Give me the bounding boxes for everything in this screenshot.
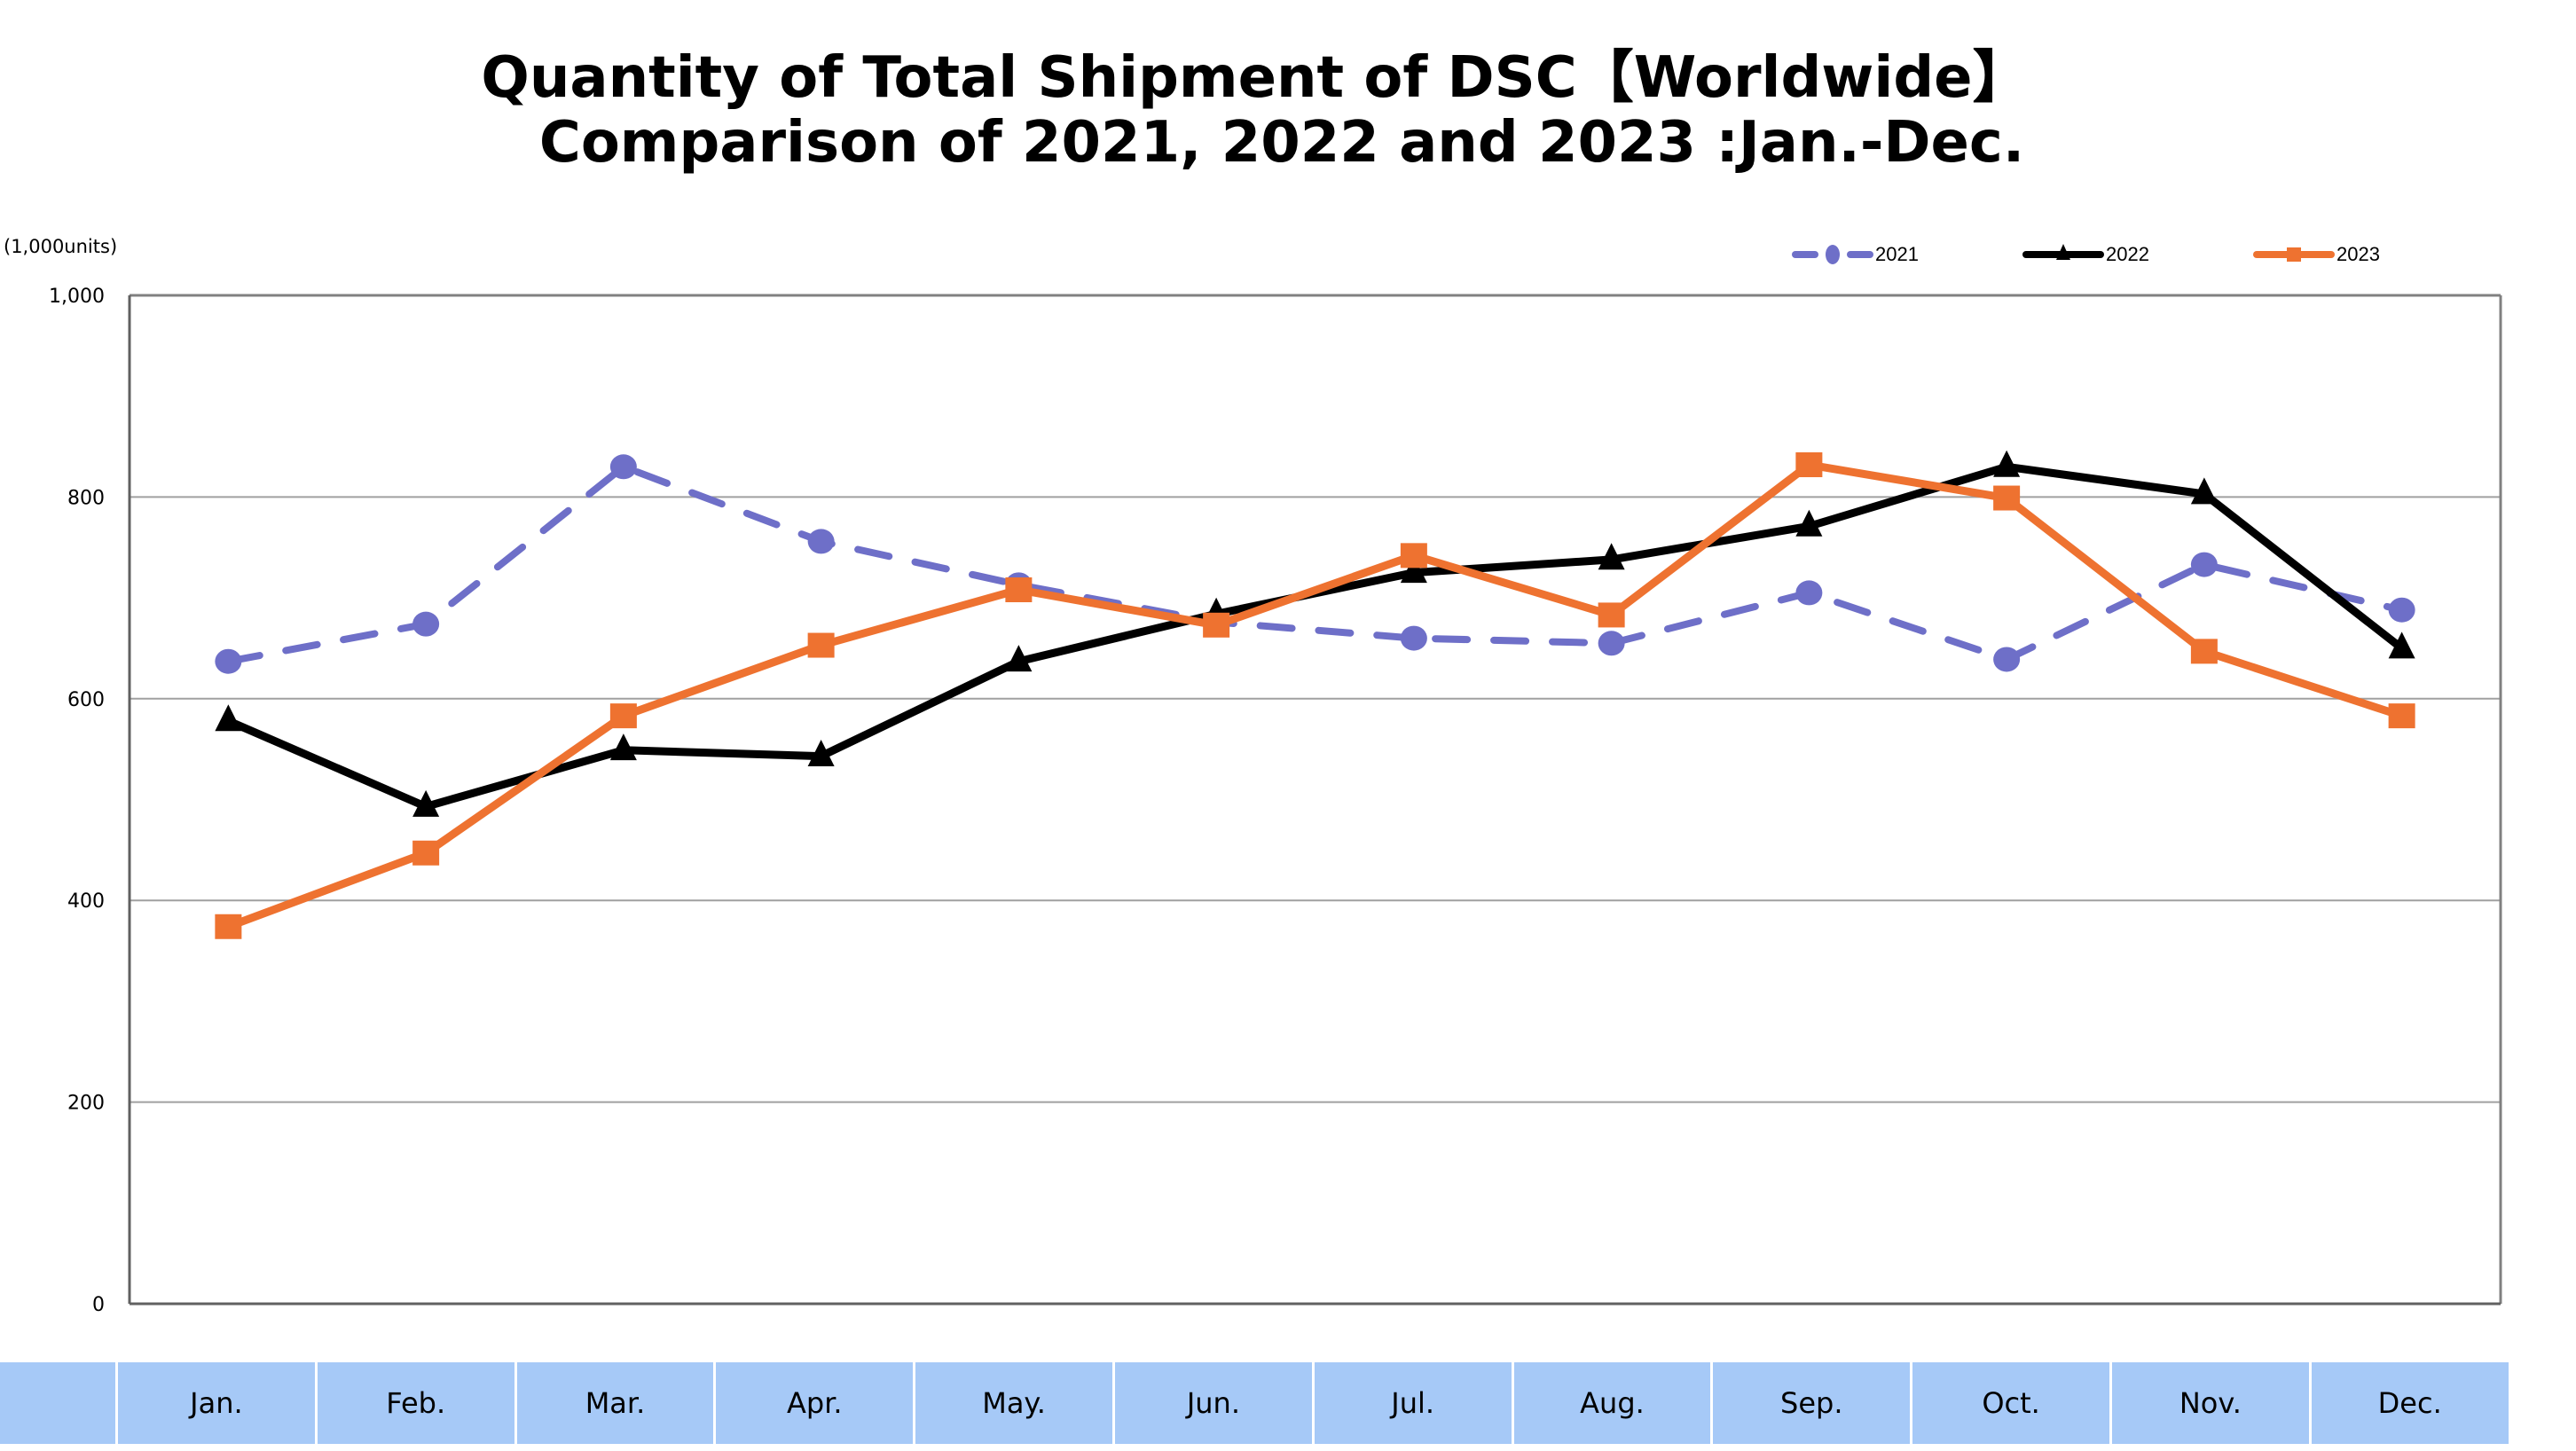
data-point-2021-sep xyxy=(1795,580,1823,606)
legend-swatch-triangle-icon xyxy=(2022,244,2104,260)
data-point-2023-mar xyxy=(609,703,637,729)
y-tick-label: 800 xyxy=(67,487,105,509)
data-point-2023-feb xyxy=(412,840,440,866)
y-tick-label: 600 xyxy=(67,689,105,711)
legend-item-2021: 2021 xyxy=(1792,241,1919,268)
x-tick-label: Aug. xyxy=(1513,1362,1711,1444)
chart-title-line2: Comparison of 2021, 2022 and 2023 :Jan.-… xyxy=(538,110,2025,176)
data-point-2021-nov xyxy=(2190,552,2218,577)
data-point-2022-sep xyxy=(1795,509,1823,537)
y-tick-label: 400 xyxy=(67,890,105,913)
legend-label-2022: 2022 xyxy=(2106,243,2149,265)
data-point-2021-jan xyxy=(215,648,242,674)
x-tick-label: May. xyxy=(915,1362,1112,1444)
legend-label-2021: 2021 xyxy=(1875,243,1919,265)
data-point-2021-jul xyxy=(1400,625,1427,651)
x-tick-label: Jun. xyxy=(1115,1362,1312,1444)
data-point-2023-jun xyxy=(1203,612,1230,638)
x-tick-label: Sep. xyxy=(1713,1362,1911,1444)
month-band-blank-cell xyxy=(0,1362,115,1444)
data-point-2023-apr xyxy=(807,632,835,658)
data-point-2022-aug xyxy=(1598,543,1625,570)
data-point-2023-jan xyxy=(215,914,242,939)
month-label-band: Jan. Feb. Mar. Apr. May. Jun. Jul. Aug. Sep. Oct.… xyxy=(0,1362,2512,1444)
data-point-2023-aug xyxy=(1598,602,1625,628)
x-tick-label: Mar. xyxy=(516,1362,714,1444)
data-point-2022-nov xyxy=(2190,477,2218,505)
y-tick-label: 1,000 xyxy=(49,286,105,308)
data-point-2022-mar xyxy=(609,733,637,761)
data-point-2022-jul xyxy=(1400,556,1427,584)
x-tick-label: Jul. xyxy=(1314,1362,1512,1444)
x-tick-label: Apr. xyxy=(716,1362,914,1444)
data-point-2021-mar xyxy=(609,454,637,480)
chart-title-line1: Quantity of Total Shipment of DSC【Worldw… xyxy=(481,45,2030,111)
y-axis-unit-label: (1,000units) xyxy=(4,236,118,257)
data-point-2021-oct xyxy=(1993,647,2021,672)
legend-swatch-square-icon xyxy=(2253,247,2335,262)
data-point-2023-oct xyxy=(1993,485,2021,511)
x-tick-label: Jan. xyxy=(118,1362,315,1444)
data-point-2023-nov xyxy=(2190,639,2218,664)
data-point-2023-dec xyxy=(2388,703,2415,729)
x-tick-label: Dec. xyxy=(2311,1362,2509,1444)
data-point-2022-oct xyxy=(1993,450,2021,477)
data-point-2023-jul xyxy=(1400,543,1427,569)
data-point-2021-feb xyxy=(412,611,440,637)
series-line-2023 xyxy=(226,460,2404,930)
data-point-2022-may xyxy=(1005,645,1033,672)
data-point-2022-apr xyxy=(807,740,835,767)
y-tick-label: 200 xyxy=(67,1093,105,1115)
x-tick-label: Oct. xyxy=(1912,1362,2109,1444)
data-point-2021-dec xyxy=(2388,597,2415,623)
data-point-2022-jan xyxy=(215,704,242,732)
y-tick-label: 0 xyxy=(92,1294,105,1316)
legend-item-2023: 2023 xyxy=(2253,241,2380,268)
data-point-2022-feb xyxy=(412,789,440,817)
data-point-2021-aug xyxy=(1598,631,1625,656)
legend-item-2022: 2022 xyxy=(2022,241,2149,268)
series-line-2021 xyxy=(224,463,2406,665)
plot-area xyxy=(130,295,2501,1304)
x-tick-label: Feb. xyxy=(317,1362,514,1444)
x-tick-label: Nov. xyxy=(2112,1362,2309,1444)
legend-swatch-circle-dashed-icon xyxy=(1792,245,1873,264)
data-point-2023-sep xyxy=(1795,452,1823,478)
data-point-2023-may xyxy=(1005,577,1033,603)
data-point-2022-dec xyxy=(2388,631,2415,659)
data-point-2021-apr xyxy=(807,529,835,554)
legend-label-2023: 2023 xyxy=(2336,243,2380,265)
